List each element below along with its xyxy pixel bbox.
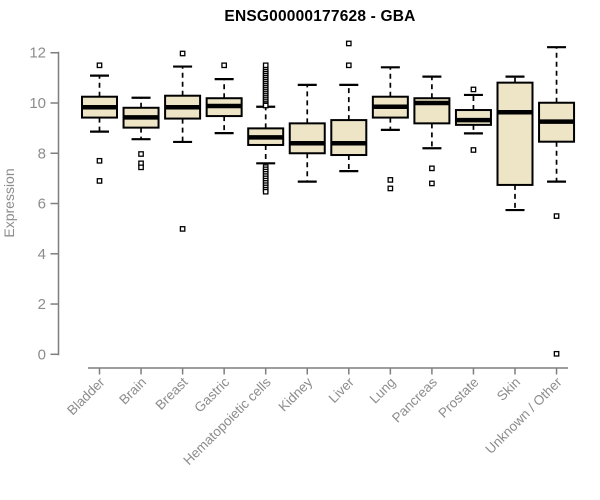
outlier-point — [138, 151, 144, 157]
boxplot-lung — [371, 66, 409, 192]
boxplot-gastric — [205, 62, 243, 135]
chart-title: ENSG00000177628 - GBA — [224, 8, 416, 25]
outlier-point — [345, 62, 352, 69]
boxplot-bladder — [81, 62, 118, 184]
iqr-box — [454, 109, 492, 126]
y-tick-label: 2 — [38, 296, 46, 313]
iqr-box — [496, 81, 534, 186]
x-tick-label: Gastric — [191, 374, 232, 415]
iqr-box — [330, 119, 368, 157]
outlier-point — [262, 62, 269, 69]
outlier-point — [387, 185, 394, 192]
outlier-point — [470, 147, 477, 153]
x-tick-label: Brain — [116, 375, 149, 408]
outlier-point — [429, 165, 435, 172]
x-tick-label: Skin — [494, 375, 523, 404]
boxplot-unknown-other — [538, 46, 576, 357]
outlier-point — [262, 188, 269, 195]
boxplot-prostate — [454, 86, 492, 153]
boxplot-skin — [496, 75, 534, 212]
y-axis-title: Expression — [1, 168, 17, 237]
boxplot-breast — [164, 50, 202, 232]
x-tick-label: Liver — [326, 374, 358, 406]
x-tick-label: Pancreas — [389, 374, 440, 425]
outlier-point — [429, 180, 435, 187]
x-tick-label: Breast — [153, 374, 191, 412]
y-tick-label: 4 — [38, 246, 46, 263]
outlier-point — [96, 62, 103, 69]
y-axis: 0 2 4 6 8 10 12 — [29, 45, 60, 363]
y-tick-label: 12 — [29, 45, 46, 62]
outlier-point — [553, 213, 560, 219]
y-tick-label: 6 — [38, 196, 46, 213]
x-tick-label: Bladder — [64, 374, 108, 418]
outlier-point — [345, 40, 352, 47]
iqr-box — [288, 122, 326, 155]
boxplot-pancreas — [413, 75, 451, 187]
boxplot-brain — [122, 96, 160, 171]
outlier-point — [179, 50, 186, 57]
x-tick-label: Kidney — [276, 374, 316, 414]
x-tick-label: Unknown / Other — [482, 374, 565, 457]
boxplot-liver — [330, 40, 368, 173]
outlier-point — [553, 350, 560, 357]
outlier-point — [262, 102, 269, 109]
x-tick-label: Lung — [367, 375, 399, 407]
outlier-point — [96, 178, 103, 184]
outlier-point — [179, 226, 186, 232]
outlier-point — [138, 164, 144, 171]
x-tick-label: Prostate — [435, 375, 481, 421]
y-tick-label: 0 — [38, 346, 46, 363]
outlier-point — [221, 62, 227, 69]
outlier-point — [96, 157, 103, 164]
boxplot-hematopoietic-cells — [247, 62, 285, 195]
y-tick-label: 10 — [29, 95, 46, 112]
y-tick-label: 8 — [38, 145, 46, 162]
outlier-point — [387, 177, 394, 183]
outlier-point — [470, 86, 477, 93]
boxplot-kidney — [288, 83, 326, 183]
